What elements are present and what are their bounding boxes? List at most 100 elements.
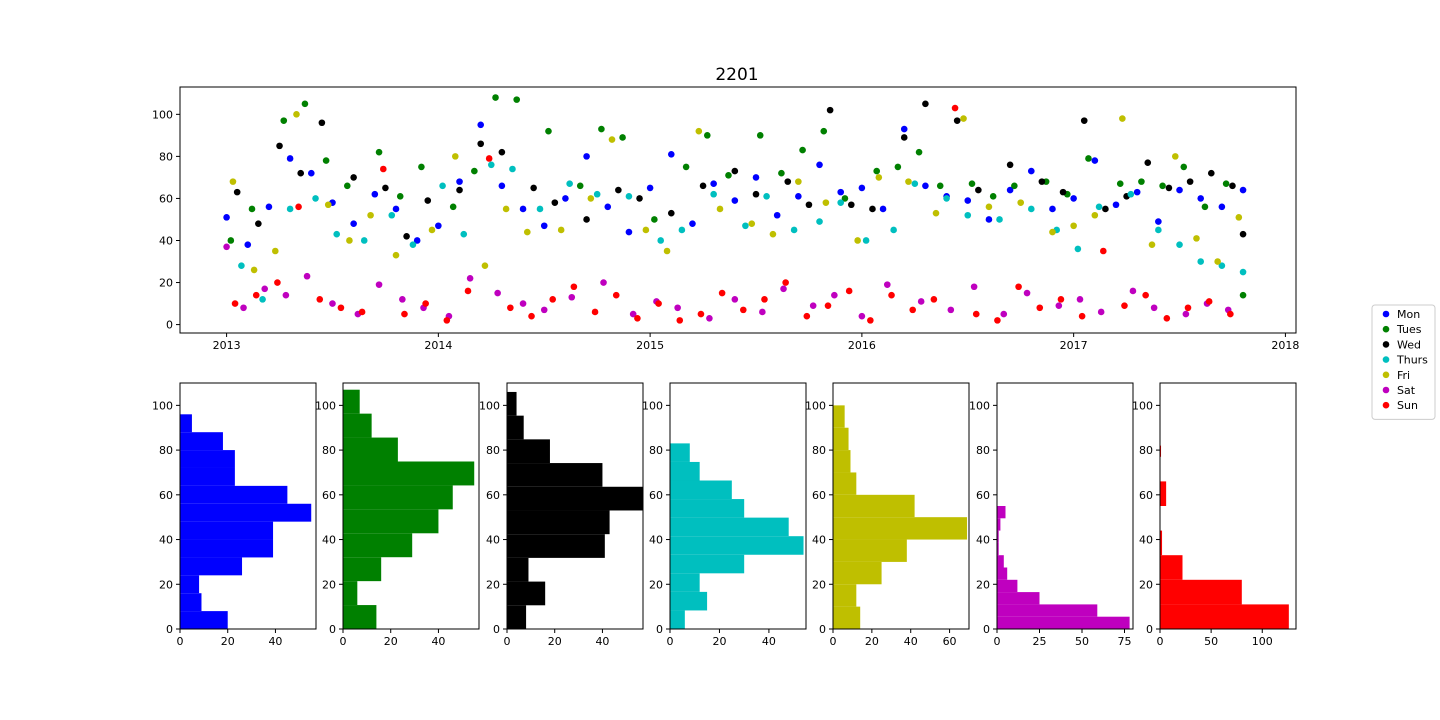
- hist-bar: [180, 467, 235, 486]
- point-sat: [540, 306, 548, 314]
- point-mon: [244, 241, 252, 248]
- point-tues: [1085, 155, 1092, 162]
- point-tues: [725, 172, 732, 179]
- point-wed: [530, 184, 537, 192]
- x-tick-label: 20: [548, 635, 562, 648]
- hist-bar: [1160, 530, 1163, 556]
- x-tick-label: 2018: [1271, 339, 1299, 352]
- point-mon: [1155, 218, 1162, 225]
- point-thurs: [1127, 190, 1135, 198]
- point-mon: [879, 205, 887, 213]
- x-tick-label: 50: [1075, 635, 1089, 648]
- y-tick-label: 40: [649, 534, 663, 547]
- point-fri: [1119, 115, 1126, 122]
- point-sun: [295, 203, 302, 211]
- point-sun: [231, 300, 239, 307]
- histogram-fri: 0 20 40 60 0 20 40 60 80 100: [805, 382, 970, 648]
- point-fri: [1017, 199, 1025, 206]
- hist-bar: [833, 405, 845, 428]
- point-sun: [1184, 304, 1192, 312]
- point-sun: [464, 287, 472, 295]
- y-tick-label: 100: [479, 399, 500, 412]
- y-tick-label: 40: [159, 534, 173, 547]
- point-mon: [752, 174, 760, 181]
- y-tick-label: 20: [486, 578, 500, 591]
- point-wed: [1239, 230, 1247, 238]
- point-mon: [1027, 167, 1035, 175]
- hist-frame: [669, 382, 807, 630]
- legend-label-fri: Fri: [1397, 369, 1410, 382]
- point-sat: [1076, 296, 1084, 303]
- point-sat: [303, 272, 311, 280]
- x-tick-label: 2017: [1060, 339, 1088, 352]
- point-fri: [1193, 235, 1200, 242]
- legend-label-sat: Sat: [1397, 384, 1416, 397]
- point-thurs: [763, 193, 770, 200]
- point-sat: [1055, 302, 1063, 309]
- point-sun: [1227, 310, 1234, 318]
- point-tues: [1222, 180, 1230, 188]
- point-mon: [1070, 195, 1077, 202]
- x-tick-label: 20: [221, 635, 235, 648]
- point-sun: [782, 279, 789, 286]
- hist-bar: [670, 610, 685, 629]
- point-mon: [1112, 201, 1120, 209]
- hist-bar: [1160, 604, 1289, 629]
- x-tick-label: 0: [340, 635, 347, 648]
- hist-bar: [670, 499, 745, 518]
- point-sun: [761, 296, 768, 303]
- hist-bar: [507, 557, 529, 582]
- point-tues: [915, 148, 923, 156]
- hist-bar: [343, 605, 377, 629]
- hist-bar: [180, 593, 202, 612]
- point-sun: [930, 296, 938, 303]
- point-tues: [651, 216, 658, 223]
- point-thurs: [536, 205, 544, 213]
- point-mon: [604, 203, 612, 211]
- point-wed: [922, 100, 929, 108]
- y-tick-label: 20: [1139, 578, 1153, 591]
- point-tues: [1159, 182, 1166, 190]
- point-sat: [947, 306, 955, 314]
- hist-frame: [506, 382, 644, 630]
- point-tues: [968, 180, 976, 188]
- x-tick-label: 0: [177, 635, 184, 648]
- x-tick-label: 40: [595, 635, 609, 648]
- point-wed: [1059, 188, 1067, 196]
- point-thurs: [657, 237, 665, 244]
- point-sat: [282, 291, 290, 299]
- point-mon: [1218, 203, 1226, 211]
- point-thurs: [1027, 205, 1035, 213]
- point-tues: [375, 148, 383, 156]
- legend-marker-tues: [1382, 325, 1390, 333]
- point-mon: [286, 155, 294, 162]
- point-sat: [629, 310, 637, 318]
- point-wed: [382, 184, 389, 192]
- point-thurs: [996, 216, 1003, 223]
- point-sat: [1097, 308, 1105, 316]
- point-mon: [265, 203, 273, 211]
- point-fri: [293, 111, 300, 118]
- hist-bar: [507, 581, 546, 606]
- x-tick-label: 40: [904, 635, 918, 648]
- point-fri: [1171, 153, 1179, 160]
- point-wed: [1080, 117, 1088, 124]
- point-fri: [663, 247, 671, 255]
- point-sun: [1163, 314, 1171, 322]
- point-thurs: [964, 211, 972, 219]
- point-mon: [498, 182, 506, 190]
- hist-bar: [507, 415, 524, 440]
- point-thurs: [816, 218, 823, 225]
- hist-frame: [1159, 382, 1297, 630]
- point-thurs: [678, 226, 686, 234]
- x-tick-label: 20: [712, 635, 726, 648]
- point-wed: [699, 182, 707, 190]
- hist-bar: [343, 485, 453, 510]
- point-wed: [1229, 182, 1236, 190]
- point-tues: [545, 127, 552, 135]
- point-sun: [972, 310, 980, 318]
- point-tues: [598, 125, 605, 133]
- point-fri: [481, 262, 489, 270]
- y-tick-label: 80: [322, 444, 336, 457]
- point-sat: [706, 314, 713, 322]
